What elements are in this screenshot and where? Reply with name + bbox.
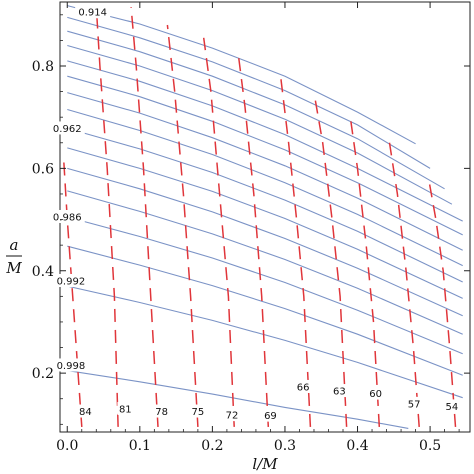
y-axis-title-top: a bbox=[10, 236, 19, 254]
x-tick-label: 0.5 bbox=[419, 438, 441, 454]
x-tick-label: 0.1 bbox=[129, 438, 151, 454]
contour-label-bg-69 bbox=[262, 408, 279, 422]
contour-label-66: 66 bbox=[297, 382, 310, 393]
contour-label-0.914: 0.914 bbox=[78, 8, 107, 19]
contour-label-bg-0.998 bbox=[53, 358, 89, 372]
dashed-contour-54 bbox=[427, 178, 457, 427]
contour-label-bg-0.962 bbox=[49, 121, 85, 135]
contour-label-bg-81 bbox=[117, 401, 134, 415]
dashed-contour-72 bbox=[202, 37, 235, 427]
dashed-contour-63 bbox=[313, 96, 348, 427]
contour-label-54: 54 bbox=[445, 402, 458, 413]
contour-label-57: 57 bbox=[408, 399, 421, 410]
contour-label-bg-0.914 bbox=[75, 5, 111, 19]
contour-label-63: 63 bbox=[333, 387, 346, 398]
contour-label-bg-84 bbox=[77, 404, 94, 418]
contour-label-bg-78 bbox=[153, 404, 170, 418]
contour-curves bbox=[62, 5, 463, 429]
x-tick-label: 0.4 bbox=[346, 438, 368, 454]
x-axis-ticks: 0.0 0.1 0.2 0.3 0.4 0.5 bbox=[56, 2, 460, 454]
dashed-contour-78 bbox=[130, 7, 159, 427]
contour-label-69: 69 bbox=[264, 411, 277, 422]
solid-contour-12 bbox=[67, 190, 463, 335]
solid-contour-1 bbox=[67, 5, 416, 145]
contour-label-0.998: 0.998 bbox=[57, 361, 86, 372]
contour-label-bg-75 bbox=[189, 404, 206, 418]
contour-label-bg-57 bbox=[406, 396, 423, 410]
solid-contour-9 bbox=[67, 127, 463, 283]
x-tick-label: 0.2 bbox=[201, 438, 223, 454]
dashed-contour-69 bbox=[237, 50, 270, 427]
dashed-contour-75 bbox=[166, 24, 199, 427]
dashed-contour-81 bbox=[95, 7, 119, 427]
x-axis-title: l/M bbox=[252, 455, 278, 473]
contour-label-bg-63 bbox=[331, 384, 348, 398]
plot-area bbox=[59, 1, 471, 433]
contour-label-0.992: 0.992 bbox=[57, 276, 86, 287]
y-axis-ticks: 0.2 0.4 0.6 0.8 bbox=[32, 14, 470, 425]
contour-label-78: 78 bbox=[155, 407, 168, 418]
dashed-contour-66 bbox=[279, 76, 312, 427]
x-tick-label: 0.0 bbox=[56, 438, 78, 454]
x-tick-label: 0.3 bbox=[274, 438, 296, 454]
solid-contour-2 bbox=[67, 16, 431, 169]
contour-label-bg-66 bbox=[295, 379, 311, 393]
contour-label-75: 75 bbox=[192, 407, 205, 418]
contour-label-84: 84 bbox=[79, 407, 92, 418]
dashed-contour-84 bbox=[62, 158, 83, 427]
y-tick-label: 0.8 bbox=[32, 59, 54, 75]
plot-background bbox=[60, 2, 470, 432]
contour-label-0.986: 0.986 bbox=[53, 213, 82, 224]
solid-contour-7 bbox=[67, 92, 463, 251]
contour-label-0.962: 0.962 bbox=[53, 124, 82, 135]
solid-contour-5 bbox=[67, 60, 463, 222]
y-tick-label: 0.6 bbox=[32, 161, 54, 177]
y-tick-label: 0.2 bbox=[32, 366, 54, 382]
solid-contour-15 bbox=[67, 285, 463, 399]
contour-label-bg-0.992 bbox=[53, 273, 89, 287]
contour-label-bg-72 bbox=[224, 408, 240, 422]
contour-labels: 0.914 0.962 0.986 0.992 0.998 84 81 78 75 72 69 66 6… bbox=[49, 5, 460, 422]
contour-label-72: 72 bbox=[226, 411, 239, 422]
contour-label-bg-0.986 bbox=[49, 210, 85, 223]
solid-contour-3 bbox=[67, 30, 445, 190]
contour-label-bg-54 bbox=[443, 399, 460, 413]
solid-contour-10 bbox=[67, 147, 463, 299]
solid-contour-16 bbox=[67, 370, 409, 429]
solid-contour-11 bbox=[67, 167, 463, 317]
solid-contour-13 bbox=[67, 216, 463, 355]
y-tick-label: 0.4 bbox=[32, 264, 54, 280]
y-axis-title-bottom: M bbox=[5, 259, 22, 277]
dashed-contour-57 bbox=[388, 142, 420, 427]
contour-label-bg-60 bbox=[367, 386, 384, 400]
solid-contour-4 bbox=[67, 44, 453, 205]
contour-label-81: 81 bbox=[119, 404, 132, 415]
solid-contour-6 bbox=[67, 75, 463, 236]
solid-contour-8 bbox=[67, 108, 463, 267]
contour-label-60: 60 bbox=[369, 389, 382, 400]
dashed-contour-60 bbox=[349, 117, 381, 427]
